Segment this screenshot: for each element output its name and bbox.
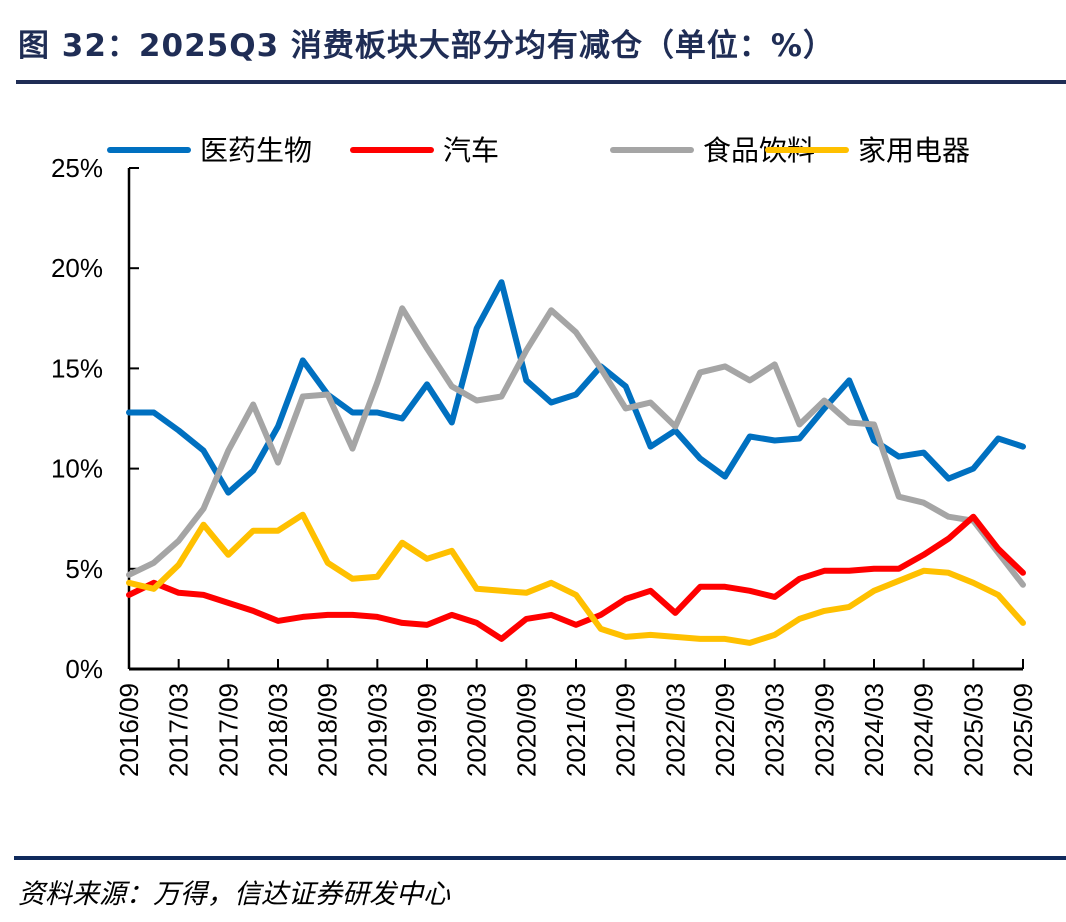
y-tick-label: 20% — [51, 253, 103, 283]
series-line-3 — [126, 511, 1026, 646]
x-tick-label: 2025/09 — [1008, 683, 1038, 777]
x-tick-label: 2025/03 — [958, 683, 988, 777]
x-tick-label: 2018/03 — [263, 683, 293, 777]
line-chart: 医药生物 汽车 食品饮料 家用电器 0%5%10%15%20%25% 2016/09 2… — [51, 134, 1038, 777]
legend-label: 家用电器 — [858, 134, 970, 167]
x-tick-label: 2023/09 — [809, 683, 839, 777]
x-tick-label: 2022/03 — [660, 683, 690, 777]
legend-label: 医药生物 — [200, 134, 312, 167]
x-tick-label: 2023/03 — [760, 683, 790, 777]
x-tick-label: 2016/09 — [114, 683, 144, 777]
y-tick-label: 10% — [51, 454, 103, 484]
x-tick-label: 2019/03 — [362, 683, 392, 777]
legend-item: 家用电器 — [765, 134, 970, 167]
series-line-1 — [126, 513, 1026, 642]
series-line-2 — [126, 305, 1026, 588]
x-tick-label: 2020/09 — [511, 683, 541, 777]
source-note: 资料来源：万得，信达证券研发中心 — [18, 879, 450, 910]
x-tick-label: 2021/03 — [561, 683, 591, 777]
title-divider — [16, 80, 1066, 84]
x-tick-label: 2021/09 — [611, 683, 641, 777]
x-tick-label: 2024/03 — [859, 683, 889, 777]
x-tick-label: 2019/09 — [412, 683, 442, 777]
x-axis: 2016/09 2017/03 2017/09 2018/03 2018/09 2019/… — [114, 659, 1038, 777]
y-axis: 0% 5% 10% 15% 20% 25% — [51, 153, 139, 684]
x-tick-label: 2017/09 — [213, 683, 243, 777]
x-tick-label: 2017/03 — [164, 683, 194, 777]
x-tick-label: 2018/09 — [313, 683, 343, 777]
series-lines — [126, 279, 1026, 646]
x-tick-label: 2022/09 — [710, 683, 740, 777]
y-tick-label: 0% — [65, 654, 103, 684]
figure-title: 图 32：2025Q3 消费板块大部分均有减仓（单位：%） — [18, 28, 835, 64]
x-tick-label: 2020/03 — [462, 683, 492, 777]
series-line-0 — [126, 279, 1026, 496]
y-tick-label: 25% — [51, 153, 103, 183]
x-tick-label: 2024/09 — [909, 683, 939, 777]
legend-item: 医药生物 — [107, 134, 312, 167]
legend: 医药生物 汽车 食品饮料 家用电器 — [107, 134, 970, 167]
y-tick-label: 5% — [65, 554, 103, 584]
legend-label: 汽车 — [443, 134, 499, 167]
y-tick-label: 15% — [51, 353, 103, 383]
legend-item: 汽车 — [350, 134, 499, 167]
footer-divider — [14, 856, 1066, 860]
